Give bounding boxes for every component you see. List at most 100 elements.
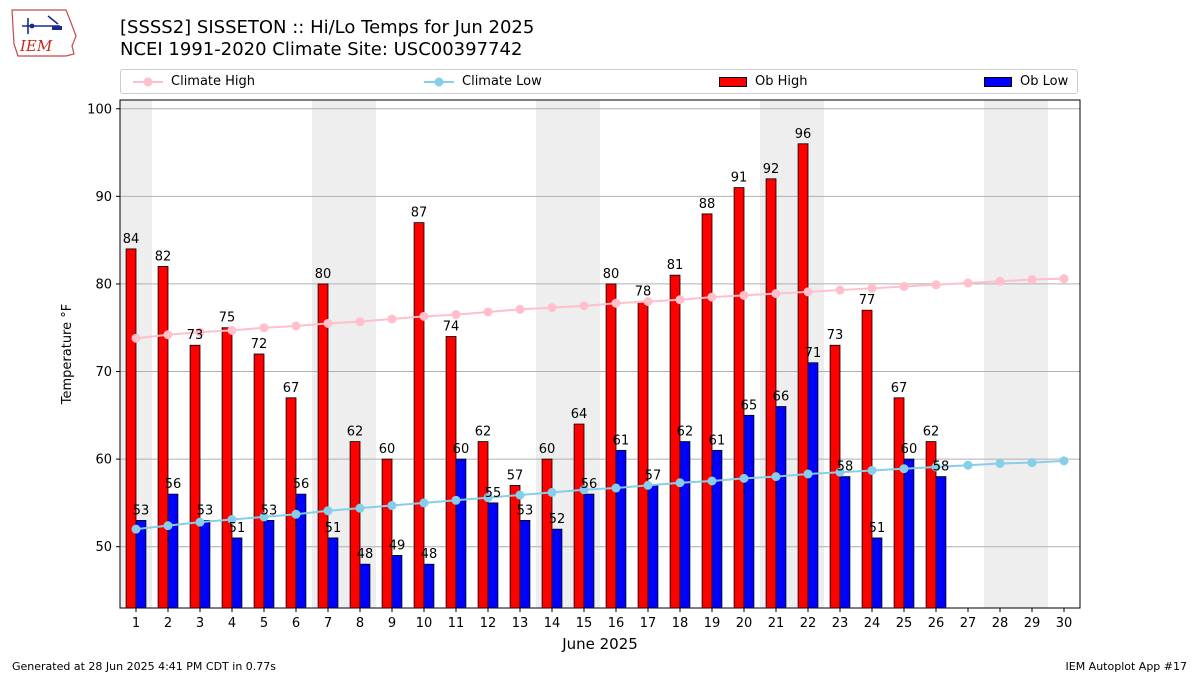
climate-low-point-3 [195, 517, 205, 527]
ob-high-bar-9 [381, 458, 393, 609]
ob-low-bar-18 [679, 441, 691, 609]
ob-high-bar-11 [445, 336, 457, 609]
ob-high-label-19: 88 [699, 197, 716, 212]
bars [125, 143, 947, 609]
plot-frame [119, 99, 1081, 609]
ob-low-bar-21 [775, 406, 787, 609]
x-tick-label-8: 8 [356, 616, 364, 631]
chart-title: [SSSS2] SISSETON :: Hi/Lo Temps for Jun … [120, 17, 535, 38]
ob-low-label-23: 58 [837, 460, 854, 475]
ob-low-label-5: 53 [261, 503, 278, 518]
x-tick-label-16: 16 [608, 616, 625, 631]
ob-low-bar-3 [199, 520, 211, 609]
x-tick-label-10: 10 [416, 616, 433, 631]
ob-high-label-23: 73 [827, 328, 844, 343]
ob-low-bar-11 [455, 458, 467, 609]
ob-high-label-3: 73 [187, 328, 204, 343]
climate-low-point-10 [419, 498, 429, 508]
ob-high-bar-12 [477, 441, 489, 609]
legend-item-ob-high: Ob High [719, 70, 808, 93]
footer-app-id: IEM Autoplot App #17 [1065, 660, 1188, 673]
data-labels: 84 82 73 75 72 67 80 62 60 87 74 62 57 60 64 80 78 81 88 91… [123, 127, 949, 562]
climate-high-point-16 [611, 298, 621, 308]
gridlines [120, 108, 1080, 548]
x-tick-label-22: 22 [800, 616, 817, 631]
ob-high-label-13: 57 [507, 468, 524, 483]
climate-high-point-17 [643, 296, 653, 306]
ob-high-label-4: 75 [219, 311, 236, 326]
x-tick-label-4: 4 [228, 616, 236, 631]
ob-low-bar-23 [839, 476, 851, 609]
logo-text: IEM [19, 37, 53, 55]
ob-low-bar-4 [231, 537, 243, 609]
ob-high-bar-23 [829, 344, 841, 609]
ob-low-bar-24 [871, 537, 883, 609]
x-tick-label-3: 3 [196, 616, 204, 631]
ob-high-label-24: 77 [859, 293, 876, 308]
x-tick-label-20: 20 [736, 616, 753, 631]
legend-swatch-climate-high [133, 77, 163, 86]
ob-high-label-25: 67 [891, 381, 908, 396]
climate-high-point-29 [1027, 275, 1037, 285]
weekend-band-5 [984, 100, 1048, 608]
climate-low-line [135, 459, 1065, 531]
x-tick-label-13: 13 [512, 616, 529, 631]
x-tick-label-29: 29 [1024, 616, 1041, 631]
climate-high-point-22 [803, 287, 813, 297]
ob-low-bar-7 [327, 537, 339, 609]
x-tick-label-9: 9 [388, 616, 396, 631]
ob-high-label-5: 72 [251, 337, 268, 352]
climate-low-point-22 [803, 469, 813, 479]
legend-swatch-climate-low [424, 77, 454, 86]
climate-high-point-23 [835, 285, 845, 295]
legend-item-ob-low: Ob Low [984, 70, 1068, 93]
ob-low-bar-25 [903, 458, 915, 609]
ob-low-label-12: 55 [485, 486, 502, 501]
legend-item-climate-high: Climate High [133, 70, 255, 93]
climate-high-point-21 [771, 289, 781, 299]
y-tick-label-100: 100 [87, 102, 112, 117]
climate-high-point-13 [515, 304, 525, 314]
x-tick-label-23: 23 [832, 616, 849, 631]
ob-low-bar-19 [711, 449, 723, 609]
ob-low-label-22: 71 [805, 346, 822, 361]
x-tick-label-19: 19 [704, 616, 721, 631]
x-tick-label-15: 15 [576, 616, 593, 631]
ob-high-label-18: 81 [667, 258, 684, 273]
ob-low-label-19: 61 [709, 433, 726, 448]
x-tick-label-5: 5 [260, 616, 268, 631]
climate-low-point-11 [451, 495, 461, 505]
iem-logo: IEM [11, 9, 77, 57]
climate-low-point-1 [131, 524, 141, 534]
climate-low-point-2 [163, 521, 173, 531]
ob-low-bar-12 [487, 502, 499, 609]
x-tick-label-17: 17 [640, 616, 657, 631]
y-tick-label-60: 60 [95, 453, 112, 468]
climate-low-point-15 [579, 485, 589, 495]
ob-low-label-1: 53 [133, 503, 150, 518]
climate-high-point-30 [1059, 274, 1069, 284]
climate-low-point-26 [931, 462, 941, 472]
ob-high-bar-17 [637, 301, 649, 609]
climate-low-point-18 [675, 478, 685, 488]
climate-high-point-25 [899, 282, 909, 292]
legend: Climate High Climate Low Ob High Ob Low [120, 69, 1078, 94]
climate-high-point-11 [451, 310, 461, 320]
climate-low-point-20 [739, 473, 749, 483]
ob-high-bar-5 [253, 353, 265, 609]
climate-low-point-19 [707, 476, 717, 486]
ob-high-bar-8 [349, 441, 361, 609]
ob-low-label-20: 65 [741, 398, 758, 413]
x-tick-label-24: 24 [864, 616, 881, 631]
ob-low-label-10: 48 [421, 547, 438, 562]
ob-low-label-7: 51 [325, 521, 342, 536]
x-tick-label-2: 2 [164, 616, 172, 631]
ob-high-label-1: 84 [123, 232, 140, 247]
x-tick-label-18: 18 [672, 616, 689, 631]
ob-high-bar-25 [893, 397, 905, 609]
ob-low-label-17: 57 [645, 468, 662, 483]
climate-low-point-14 [547, 487, 557, 497]
ob-high-bar-24 [861, 309, 873, 609]
climate-lines [131, 274, 1069, 534]
